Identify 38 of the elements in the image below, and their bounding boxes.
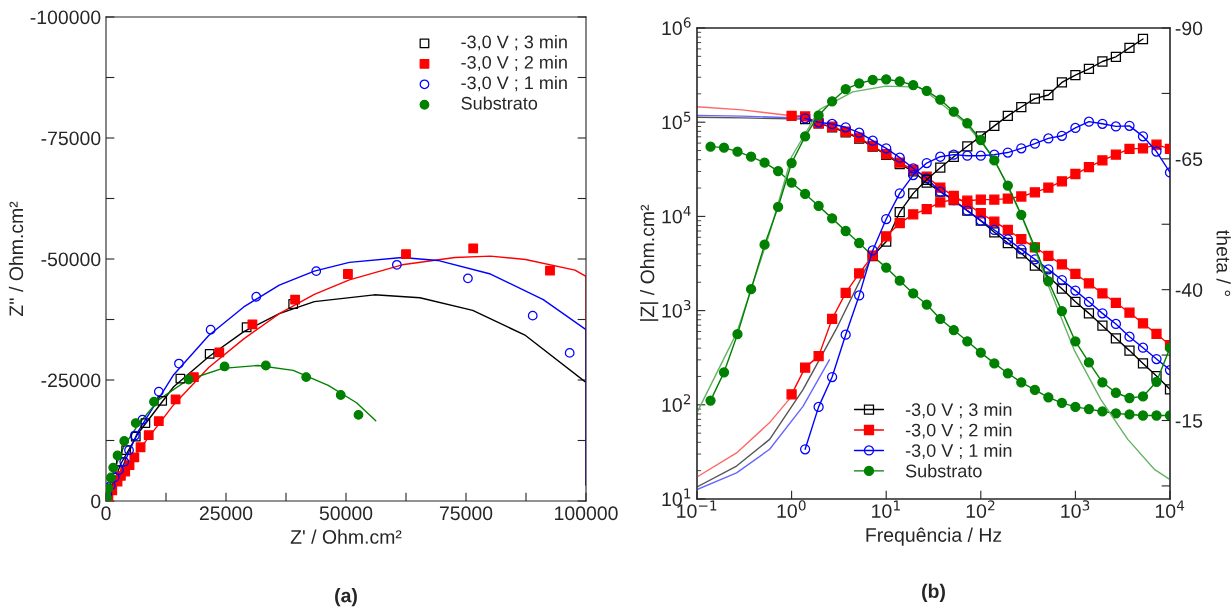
y2-tick-label: -90: [1175, 21, 1203, 36]
y-axis-title: |Z| / Ohm.cm²: [640, 204, 659, 321]
y-tick-label: -75000: [41, 131, 101, 146]
x-tick-label: 10$^{2}$: [966, 500, 995, 518]
x-tick-label: 10$^{3}$: [1061, 500, 1090, 518]
x-tick-label: 50000: [319, 506, 373, 521]
y2-tick-label: -40: [1175, 283, 1203, 297]
y-tick-label: 10$^{5}$: [662, 111, 691, 130]
y2-axis-title: theta / °: [1216, 230, 1231, 296]
y-tick-label: 10$^{2}$: [662, 394, 691, 412]
x-axis-title: Z' / Ohm.cm²: [290, 529, 402, 544]
y2-tick-label: -15: [1175, 414, 1203, 428]
y-tick-label: 10$^{6}$: [662, 17, 691, 36]
y-tick-label: -50000: [41, 252, 101, 267]
text: (a): [335, 588, 357, 607]
x-tick-label: 75000: [439, 506, 493, 521]
legend-label: -3,0 V ; 2 min: [905, 423, 1012, 439]
y-tick-label: 10$^{3}$: [662, 299, 691, 318]
legend-label: Substrato: [461, 96, 538, 110]
y2-tick-label: -65: [1175, 152, 1203, 167]
legend-label: -3,0 V ; 3 min: [461, 35, 567, 51]
x-tick-label: 25000: [199, 506, 253, 521]
y-tick-label: 10$^{4}$: [662, 205, 691, 224]
y-tick-label: -100000: [30, 10, 101, 25]
legend-label: Substrato: [905, 464, 982, 478]
x-tick-label: 10$^{0}$: [777, 500, 806, 518]
x-tick-label: 10$^{1}$: [872, 500, 900, 519]
legend-label: -3,0 V ; 2 min: [461, 55, 567, 71]
legend-label: -3,0 V ; 1 min: [905, 443, 1012, 460]
y-tick-label: -25000: [41, 373, 101, 388]
text: (b): [922, 583, 945, 602]
y-axis-title: Z'' / Ohm.cm²: [8, 201, 24, 317]
legend-label: -3,0 V ; 1 min: [461, 75, 567, 92]
x-tick-label: 10$^{4}$: [1155, 500, 1185, 519]
x-tick-label: 0: [101, 506, 111, 521]
legend-label: -3,0 V ; 3 min: [905, 402, 1012, 419]
x-axis-title: Frequência / Hz: [866, 527, 1002, 546]
x-tick-label: 100000: [555, 506, 618, 521]
